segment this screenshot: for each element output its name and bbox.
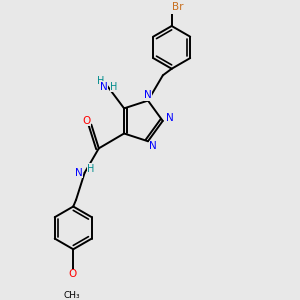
- Text: H: H: [110, 82, 118, 92]
- Text: O: O: [68, 269, 77, 279]
- Text: N: N: [100, 82, 108, 92]
- Text: H: H: [97, 76, 104, 86]
- Text: CH₃: CH₃: [63, 291, 80, 300]
- Text: H: H: [87, 164, 94, 174]
- Text: N: N: [75, 168, 82, 178]
- Text: N: N: [167, 113, 174, 123]
- Text: Br: Br: [172, 2, 184, 12]
- Text: O: O: [82, 116, 90, 125]
- Text: N: N: [149, 141, 157, 152]
- Text: N: N: [144, 90, 152, 100]
